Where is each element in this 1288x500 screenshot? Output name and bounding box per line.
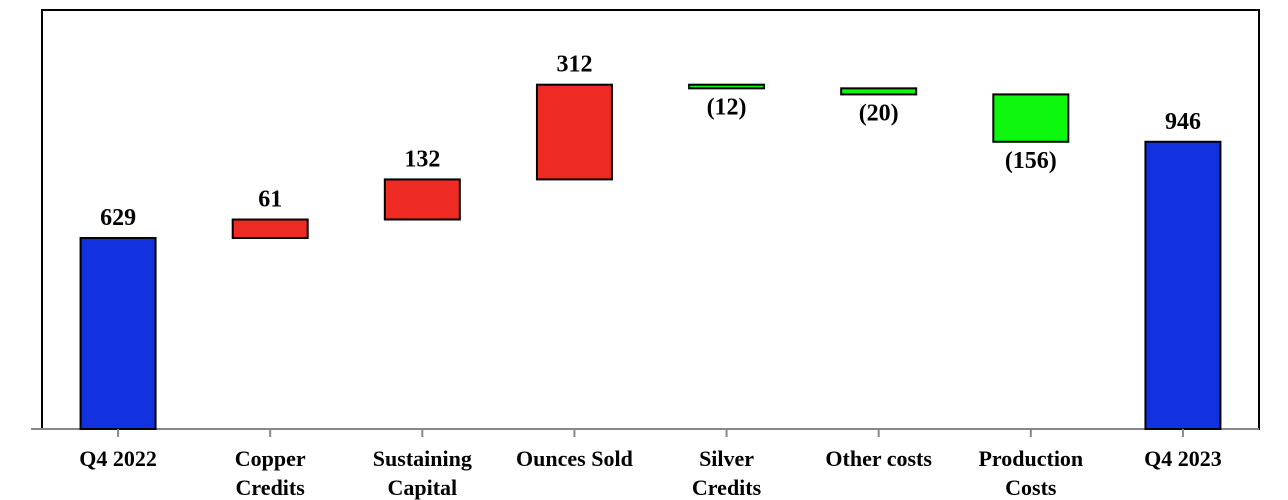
x-tick-label-2-1: Capital	[387, 475, 457, 500]
plot-frame	[41, 9, 1260, 430]
x-tick-label-5-0: Other costs	[825, 446, 932, 471]
x-tick-label-3-0: Ounces Sold	[516, 446, 633, 471]
bar-3	[535, 83, 613, 181]
data-label-1: 61	[258, 187, 282, 213]
data-label-2: 132	[404, 146, 440, 172]
x-tick-label-0-0: Q4 2022	[79, 446, 157, 471]
x-tick-label-4-1: Credits	[692, 475, 762, 500]
x-tick-label-1-1: Credits	[236, 475, 306, 500]
x-tick-label-1-0: Copper	[235, 446, 306, 471]
x-tick-label-7-0: Q4 2023	[1144, 446, 1222, 471]
x-tick-label-6-0: Production	[978, 446, 1083, 471]
data-label-4: (12)	[707, 94, 747, 120]
bar-4	[688, 83, 766, 90]
bar-5	[840, 87, 918, 96]
data-label-5: (20)	[859, 100, 899, 126]
bar-7	[1144, 140, 1222, 430]
data-label-6: (156)	[1005, 148, 1057, 174]
bar-0	[79, 237, 157, 430]
x-tick-label-4-0: Silver	[699, 446, 754, 471]
x-tick-label-2-0: Sustaining	[373, 446, 472, 471]
bar-1	[231, 218, 309, 240]
bar-6	[992, 93, 1070, 143]
data-label-7: 946	[1165, 109, 1201, 135]
data-label-0: 629	[100, 205, 136, 231]
bar-2	[383, 178, 461, 221]
data-label-3: 312	[556, 52, 592, 78]
x-tick-label-6-1: Costs	[1005, 475, 1057, 500]
